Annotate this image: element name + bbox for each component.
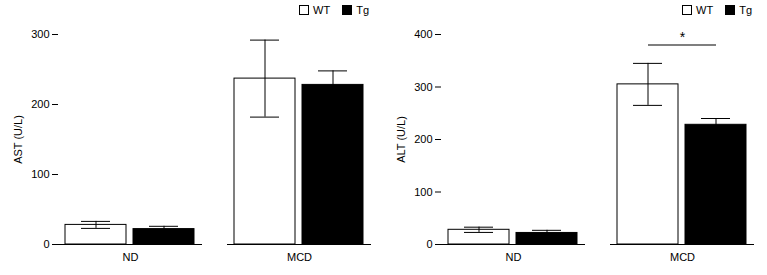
svg-text:200: 200 bbox=[414, 133, 432, 145]
svg-text:AST (U/L): AST (U/L) bbox=[12, 115, 24, 164]
html-text:Tg: Tg bbox=[356, 4, 369, 16]
svg-text:0: 0 bbox=[43, 238, 49, 250]
svg-text:0: 0 bbox=[426, 238, 432, 250]
svg-text:100: 100 bbox=[31, 168, 49, 180]
svg-text:100: 100 bbox=[414, 186, 432, 198]
svg-text:*: * bbox=[680, 29, 686, 45]
html-text:WT: WT bbox=[696, 4, 714, 16]
html-text:WT: WT bbox=[313, 4, 331, 16]
svg-text:300: 300 bbox=[414, 81, 432, 93]
svg-text:ND: ND bbox=[123, 251, 139, 263]
svg-text:MCD: MCD bbox=[670, 251, 695, 263]
svg-text:300: 300 bbox=[31, 28, 49, 40]
svg-text:ND: ND bbox=[506, 251, 522, 263]
html-text:Tg: Tg bbox=[739, 4, 752, 16]
svg-text:MCD: MCD bbox=[287, 251, 312, 263]
svg-text:400: 400 bbox=[414, 28, 432, 40]
svg-text:ALT (U/L): ALT (U/L) bbox=[395, 116, 407, 163]
svg-text:200: 200 bbox=[31, 98, 49, 110]
